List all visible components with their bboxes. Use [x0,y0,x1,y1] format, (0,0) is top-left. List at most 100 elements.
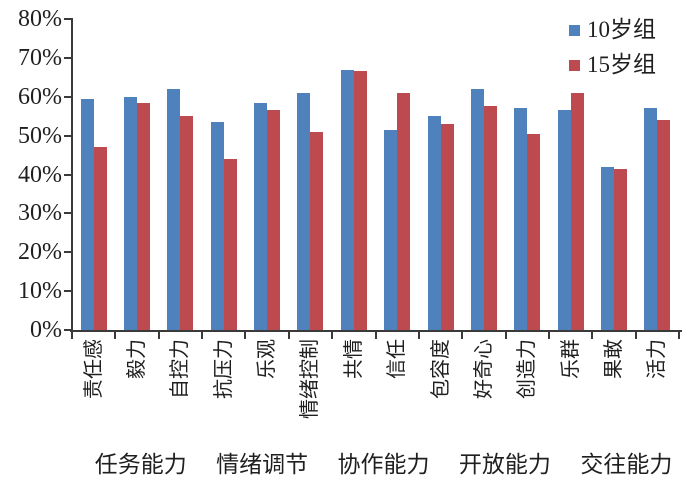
bar-series2-cat2 [137,102,151,330]
bar-series2-cat6 [310,131,324,330]
y-tick-label-40: 40% [18,161,62,188]
x-tick-13 [634,332,637,339]
category-label-6: 情绪控制 [299,339,322,419]
bar-group-7 [332,19,375,330]
bar-series2-cat13 [613,168,627,330]
legend-label-2: 15岁组 [587,52,656,77]
bar-group-6 [289,19,332,330]
category-label-cell-4: 抗压力 [202,338,245,452]
category-label-cell-5: 乐观 [245,338,288,452]
x-tick-11 [547,332,550,339]
bar-group-8 [376,19,419,330]
bar-series1-cat2 [124,96,138,330]
bar-group-4 [202,19,245,330]
bar-series2-cat8 [397,92,411,330]
category-label-cell-11: 创造力 [506,338,549,452]
bar-series2-cat3 [180,116,194,330]
group-label-3: 协作能力 [337,452,430,477]
bar-series2-cat5 [267,110,281,330]
group-label-2: 情绪调节 [216,452,309,477]
category-label-cell-2: 毅力 [115,338,158,452]
bar-series1-cat14 [644,108,658,330]
y-tick-0 [64,329,71,331]
bar-group-5 [245,19,288,330]
bar-series1-cat9 [427,116,441,330]
bar-group-10 [462,19,505,330]
category-axis-labels: 责任感 毅力 自控力 抗压力 乐观 情绪控制 共情 信任 包容度 好奇心 创造力 乐群 果敢 活力 [72,338,679,452]
y-tick-label-30: 30% [18,200,62,227]
y-tick-label-20: 20% [18,239,62,266]
y-tick-label-10: 10% [18,278,62,305]
category-label-14: 活力 [646,339,669,379]
x-tick-0 [71,332,73,339]
bar-series2-cat14 [657,120,671,330]
bar-series1-cat1 [80,98,94,330]
legend-swatch-icon-2 [569,59,580,71]
x-tick-2 [157,332,160,339]
y-tick-label-80: 80% [18,6,62,32]
y-tick-80 [64,18,71,20]
bar-series2-cat1 [93,147,107,330]
category-label-13: 果敢 [602,339,625,379]
y-axis-line [71,18,73,332]
bar-series1-cat11 [514,108,528,330]
category-label-9: 包容度 [429,339,452,399]
group-label-1: 任务能力 [94,452,187,477]
bar-group-1 [72,19,115,330]
y-tick-20 [64,251,71,254]
bar-group-14 [636,19,679,330]
category-label-3: 自控力 [169,339,192,399]
bar-group-13 [592,19,635,330]
bar-series1-cat8 [384,129,398,330]
y-tick-60 [64,95,71,98]
category-label-cell-1: 责任感 [72,338,115,452]
category-label-10: 好奇心 [472,339,495,399]
y-tick-label-70: 70% [18,44,62,71]
bar-series2-cat7 [353,71,367,330]
x-tick-9 [461,332,464,339]
bar-series1-cat4 [210,122,224,330]
legend-label-1: 10岁组 [587,17,656,42]
category-label-cell-14: 活力 [636,338,679,452]
category-label-5: 乐观 [256,339,279,379]
category-label-1: 责任感 [82,339,105,399]
category-label-11: 创造力 [516,339,539,399]
bar-group-9 [419,19,462,330]
x-tick-10 [504,332,507,339]
legend: 10岁组 15岁组 [569,17,656,87]
category-label-cell-6: 情绪控制 [289,338,332,452]
y-tick-40 [64,173,71,176]
category-label-cell-3: 自控力 [159,338,202,452]
y-tick-10 [64,290,71,293]
bar-group-11 [506,19,549,330]
bar-series2-cat10 [483,106,497,330]
legend-entry-2: 15岁组 [569,52,656,78]
category-label-8: 信任 [386,339,409,379]
bar-series1-cat6 [297,92,311,330]
bar-group-12 [549,19,592,330]
bar-series1-cat12 [557,110,571,330]
legend-entry-1: 10岁组 [569,17,656,43]
y-tick-label-50: 50% [18,122,62,149]
category-label-2: 毅力 [126,339,149,379]
bar-series2-cat4 [223,158,237,330]
category-group-labels: 任务能力 情绪调节 协作能力 开放能力 交往能力 [80,452,687,478]
y-tick-50 [64,134,71,137]
group-label-4: 开放能力 [458,452,551,477]
bar-series1-cat5 [254,102,268,330]
bar-series2-cat11 [527,133,541,330]
bar-series1-cat7 [340,69,354,330]
legend-swatch-icon-1 [569,24,580,36]
x-tick-12 [591,332,594,339]
x-tick-3 [201,332,204,339]
category-label-cell-8: 信任 [376,338,419,452]
bar-series1-cat3 [167,88,181,330]
bar-series1-cat10 [470,88,484,330]
x-tick-1 [114,332,117,339]
category-label-cell-10: 好奇心 [462,338,505,452]
plot-area [72,19,679,330]
bar-series2-cat12 [570,92,584,330]
y-tick-30 [64,212,71,215]
x-tick-14 [678,332,680,339]
